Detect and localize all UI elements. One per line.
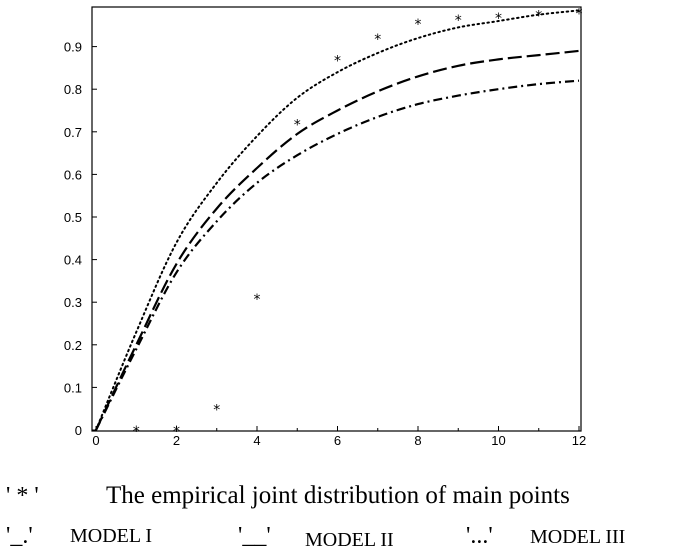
y-axis: 0 0.1 0.2 0.3 0.4 0.5 0.6 0.7 0.8 0.9: [64, 40, 97, 438]
empirical-point: *: [213, 403, 220, 419]
empirical-point: *: [294, 117, 301, 133]
empirical-point: *: [495, 11, 502, 27]
series-line-model-i: [95, 79, 580, 431]
empirical-point: *: [576, 7, 583, 23]
x-tick-label: 8: [414, 433, 421, 448]
y-tick-label: 0.8: [64, 82, 82, 97]
y-tick-label: 0: [75, 423, 82, 438]
legend-model2-label: MODEL II: [305, 529, 394, 551]
y-tick-label: 0.1: [64, 380, 82, 395]
empirical-point: *: [254, 292, 261, 308]
y-tick-label: 0.2: [64, 338, 82, 353]
legend-model3-label: MODEL III: [530, 526, 625, 548]
series-line-model-iii: [95, 9, 580, 431]
legend: ' * ' The empirical joint distribution o…: [6, 482, 625, 551]
empirical-point: *: [374, 32, 381, 48]
empirical-point: *: [415, 17, 422, 33]
x-tick-label: 6: [334, 433, 341, 448]
empirical-point: *: [535, 9, 542, 25]
empirical-point: *: [334, 53, 341, 69]
x-axis: 0 2 4 6 8 10 12: [92, 426, 586, 448]
legend-empirical-symbol: ' * ': [6, 483, 39, 509]
legend-model1-symbol: '_.': [6, 523, 33, 549]
x-tick-label: 4: [253, 433, 260, 448]
y-tick-label: 0.6: [64, 167, 82, 182]
series-layer: [95, 9, 580, 431]
empirical-point: *: [173, 424, 180, 440]
legend-model3-symbol: '...': [466, 523, 493, 549]
y-tick-label: 0.4: [64, 253, 82, 268]
series-line-model-ii: [95, 49, 580, 431]
y-tick-label: 0.9: [64, 40, 82, 55]
empirical-points: * * * * * * * * * * * *: [133, 7, 583, 440]
x-tick-label: 10: [491, 433, 505, 448]
y-tick-label: 0.3: [64, 295, 82, 310]
legend-model2-symbol: '__': [238, 523, 271, 549]
y-tick-label: 0.5: [64, 210, 82, 225]
y-tick-label: 0.7: [64, 125, 82, 140]
x-tick-label: 0: [92, 433, 99, 448]
empirical-point: *: [455, 13, 462, 29]
empirical-point: *: [133, 424, 140, 440]
legend-model1-label: MODEL I: [70, 525, 152, 547]
x-tick-label: 2: [173, 433, 180, 448]
plot-frame: [91, 6, 582, 432]
legend-empirical-label: The empirical joint distribution of main…: [106, 482, 570, 509]
x-tick-label: 12: [572, 433, 586, 448]
